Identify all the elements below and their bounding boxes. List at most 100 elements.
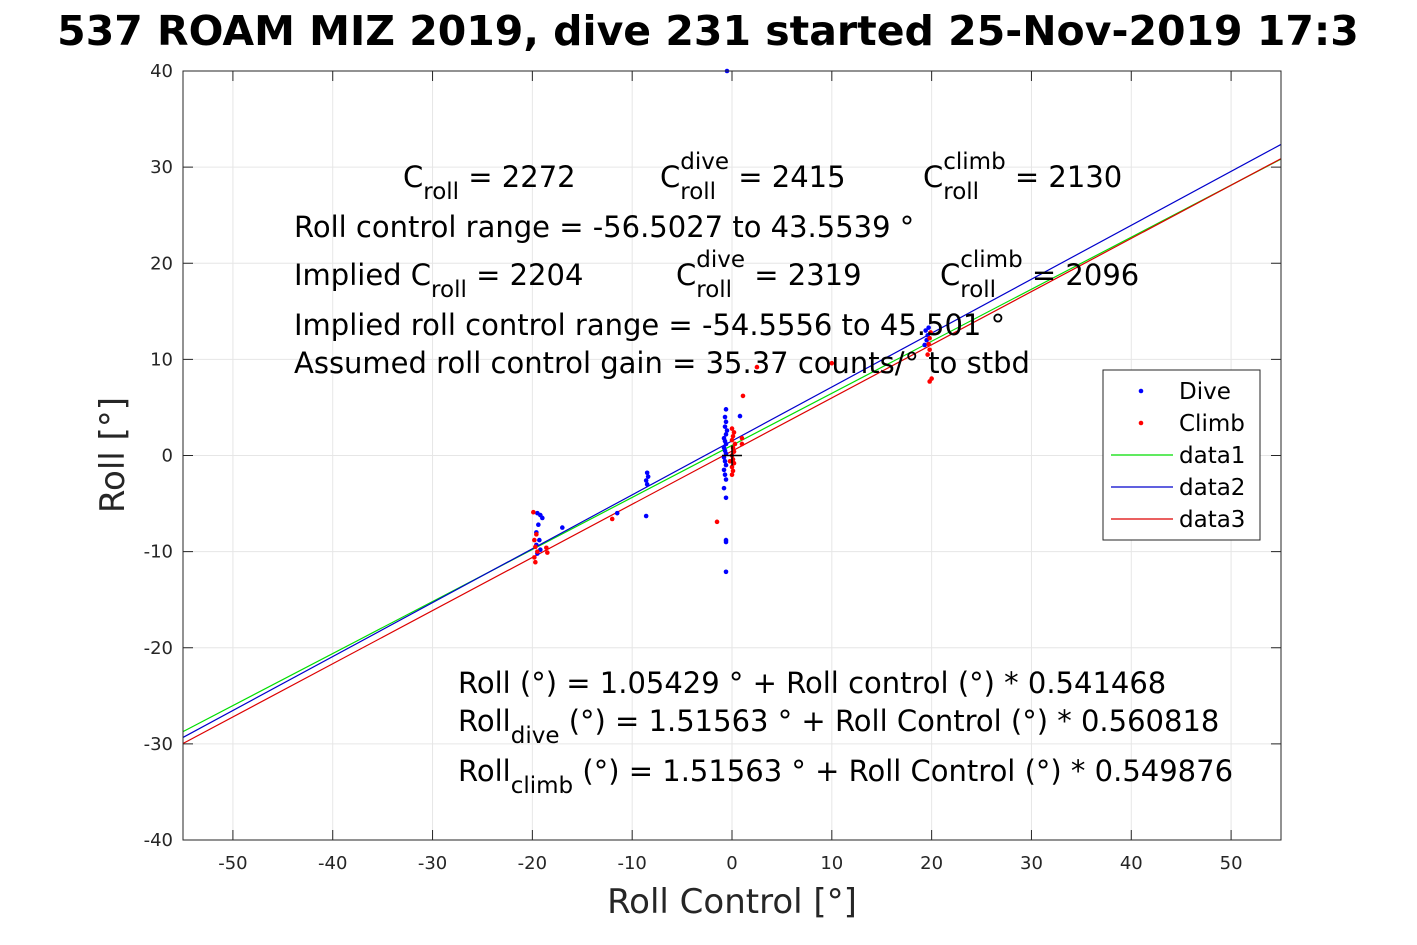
x-tick-label: -50	[218, 853, 247, 874]
point-dive	[560, 525, 565, 530]
point-dive	[614, 510, 620, 516]
point-climb	[535, 549, 540, 554]
point-climb	[714, 519, 720, 525]
x-tick-label: 40	[1120, 853, 1143, 874]
legend-label-dive: Dive	[1179, 379, 1231, 405]
annotation-sup: climb	[960, 247, 1022, 273]
chart-title: 537 ROAM MIZ 2019, dive 231 started 25-N…	[57, 7, 1359, 55]
scatter-points	[531, 68, 934, 575]
point-dive	[644, 470, 650, 476]
point-climb	[533, 559, 538, 565]
legend-label-data2: data2	[1179, 475, 1245, 501]
point-dive	[723, 432, 729, 437]
x-axis-label: Roll Control [°]	[607, 882, 857, 922]
y-tick-label: -20	[144, 638, 173, 659]
x-tick-label: -20	[518, 853, 547, 874]
annotation-rest: (°) = 1.51563 ° + Roll Control (°) * 0.5…	[573, 754, 1233, 788]
point-dive	[645, 474, 651, 479]
point-dive	[722, 424, 728, 429]
y-tick-label: 40	[150, 61, 173, 82]
annotation-base: Roll	[458, 754, 511, 788]
y-axis-label: Roll [°]	[93, 397, 133, 513]
legend-swatch-dive	[1138, 388, 1144, 394]
legend-label-climb: Climb	[1179, 411, 1245, 437]
annotation-sup: climb	[943, 149, 1005, 175]
annotation-c-roll: Croll = 2272	[403, 160, 576, 205]
annotations: Croll = 2272 Cdive roll = 2415 Cclimb roll =…	[294, 149, 1233, 799]
point-climb	[729, 472, 735, 478]
point-dive	[737, 413, 743, 419]
y-tick-label: -30	[144, 734, 173, 755]
annotation-rest: = 2096	[1023, 258, 1140, 292]
axis-ticks: -50 -40 -30 -20 -10 0 10 20 30 40 50 -40 -30 -20 -10 0 1…	[144, 61, 1281, 874]
point-dive	[721, 455, 727, 460]
annotation-sub: roll	[960, 277, 996, 303]
annotation-sub: roll	[423, 179, 459, 205]
legend-swatch-climb	[1138, 420, 1144, 426]
point-climb	[754, 364, 760, 370]
annotation-sub: roll	[943, 179, 979, 205]
x-tick-label: 50	[1220, 853, 1243, 874]
point-climb	[731, 460, 737, 466]
point-dive	[724, 428, 730, 433]
annotation-base: Implied C	[294, 258, 431, 292]
annotation-sub: roll	[680, 179, 716, 205]
x-tick-label: 30	[1020, 853, 1043, 874]
annotation-sub: climb	[511, 773, 573, 799]
annotation-implied-climb: Cclimb roll = 2096	[940, 247, 1139, 303]
y-tick-label: 20	[150, 253, 173, 274]
point-dive	[721, 467, 727, 473]
annotation-fit-climb: Rollclimb (°) = 1.51563 ° + Roll Control…	[458, 754, 1233, 799]
annotation-base: C	[940, 258, 960, 292]
point-dive	[722, 458, 728, 464]
point-climb	[740, 393, 746, 399]
legend-label-data3: data3	[1179, 507, 1245, 533]
point-dive	[723, 419, 729, 425]
point-climb	[729, 426, 735, 431]
point-climb	[927, 347, 932, 353]
y-tick-label: 10	[150, 349, 173, 370]
annotation-implied-range: Implied roll control range = -54.5556 to…	[294, 308, 1005, 342]
point-dive	[536, 522, 541, 528]
point-dive	[723, 569, 729, 575]
annotation-rest: = 2272	[459, 160, 576, 194]
point-dive	[644, 482, 650, 487]
point-dive	[723, 462, 729, 468]
y-tick-label: -10	[144, 542, 173, 563]
point-climb	[731, 430, 737, 435]
annotation-sup: dive	[680, 149, 729, 175]
point-dive	[723, 495, 729, 501]
point-climb	[534, 532, 539, 537]
y-tick-label: 30	[150, 157, 173, 178]
point-climb	[533, 544, 538, 550]
point-dive	[723, 451, 729, 456]
point-dive	[723, 407, 729, 412]
point-climb	[739, 441, 745, 447]
annotation-implied-dive: Cdive roll = 2319	[676, 247, 862, 303]
annotation-fit-dive: Rolldive (°) = 1.51563 ° + Roll Control …	[458, 704, 1219, 749]
point-climb	[730, 433, 736, 439]
annotation-rest: = 2415	[729, 160, 846, 194]
legend: Dive Climb data1 data2 data3	[1102, 369, 1261, 541]
point-climb	[926, 341, 931, 347]
legend-label-data1: data1	[1179, 443, 1245, 469]
point-dive	[926, 325, 931, 330]
point-dive	[643, 513, 649, 519]
annotation-base: C	[923, 160, 943, 194]
x-tick-label: -10	[617, 853, 646, 874]
point-dive	[721, 485, 727, 491]
x-tick-label: 0	[726, 853, 737, 874]
point-dive	[722, 472, 728, 478]
annotation-sub: roll	[431, 277, 467, 303]
annotation-base: C	[676, 258, 696, 292]
point-climb	[532, 537, 537, 543]
point-climb	[925, 352, 930, 357]
y-tick-label: 0	[162, 446, 173, 467]
series-line-data1	[182, 158, 1282, 733]
point-dive	[643, 478, 649, 483]
plot-frame	[182, 70, 1282, 841]
annotation-c-roll-climb: Cclimb roll = 2130	[923, 149, 1122, 205]
origin-cross-marker	[722, 445, 742, 466]
annotation-sub: dive	[511, 723, 560, 749]
